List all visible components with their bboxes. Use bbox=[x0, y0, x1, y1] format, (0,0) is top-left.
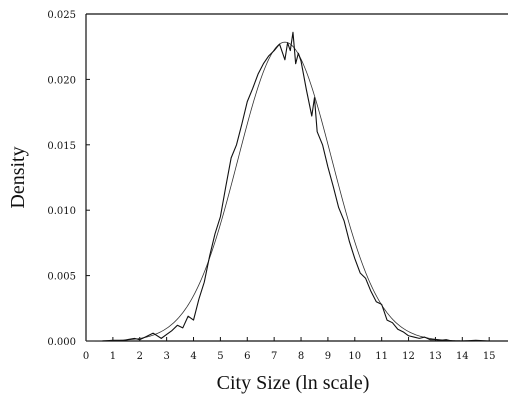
y-tick-label: 0.000 bbox=[47, 337, 76, 348]
x-tick-label: 15 bbox=[483, 351, 496, 362]
y-tick-label: 0.020 bbox=[47, 75, 76, 86]
x-tick-label: 8 bbox=[298, 351, 304, 362]
x-tick-label: 2 bbox=[137, 351, 143, 362]
x-tick-label: 12 bbox=[402, 351, 415, 362]
x-tick-label: 0 bbox=[83, 351, 89, 362]
y-tick-label: 0.015 bbox=[47, 141, 76, 152]
y-tick-label: 0.005 bbox=[47, 272, 76, 283]
fitted-normal-curve bbox=[86, 41, 508, 342]
x-tick-label: 10 bbox=[348, 351, 361, 362]
y-tick-label: 0.010 bbox=[47, 206, 76, 217]
x-tick-label: 3 bbox=[163, 351, 169, 362]
x-tick-label: 11 bbox=[375, 351, 388, 362]
empirical-density-line bbox=[102, 31, 508, 342]
y-axis-title: Density bbox=[7, 146, 29, 208]
x-tick-label: 9 bbox=[325, 351, 331, 362]
y-tick-label: 0.025 bbox=[47, 10, 76, 21]
x-tick-label: 14 bbox=[456, 351, 469, 362]
x-tick-label: 1 bbox=[110, 351, 116, 362]
x-tick-label: 5 bbox=[217, 351, 223, 362]
x-axis-title: City Size (ln scale) bbox=[217, 372, 370, 394]
x-tick-label: 13 bbox=[429, 351, 442, 362]
x-tick-label: 7 bbox=[271, 351, 277, 362]
x-tick-label: 6 bbox=[244, 351, 250, 362]
x-tick-label: 4 bbox=[190, 351, 196, 362]
